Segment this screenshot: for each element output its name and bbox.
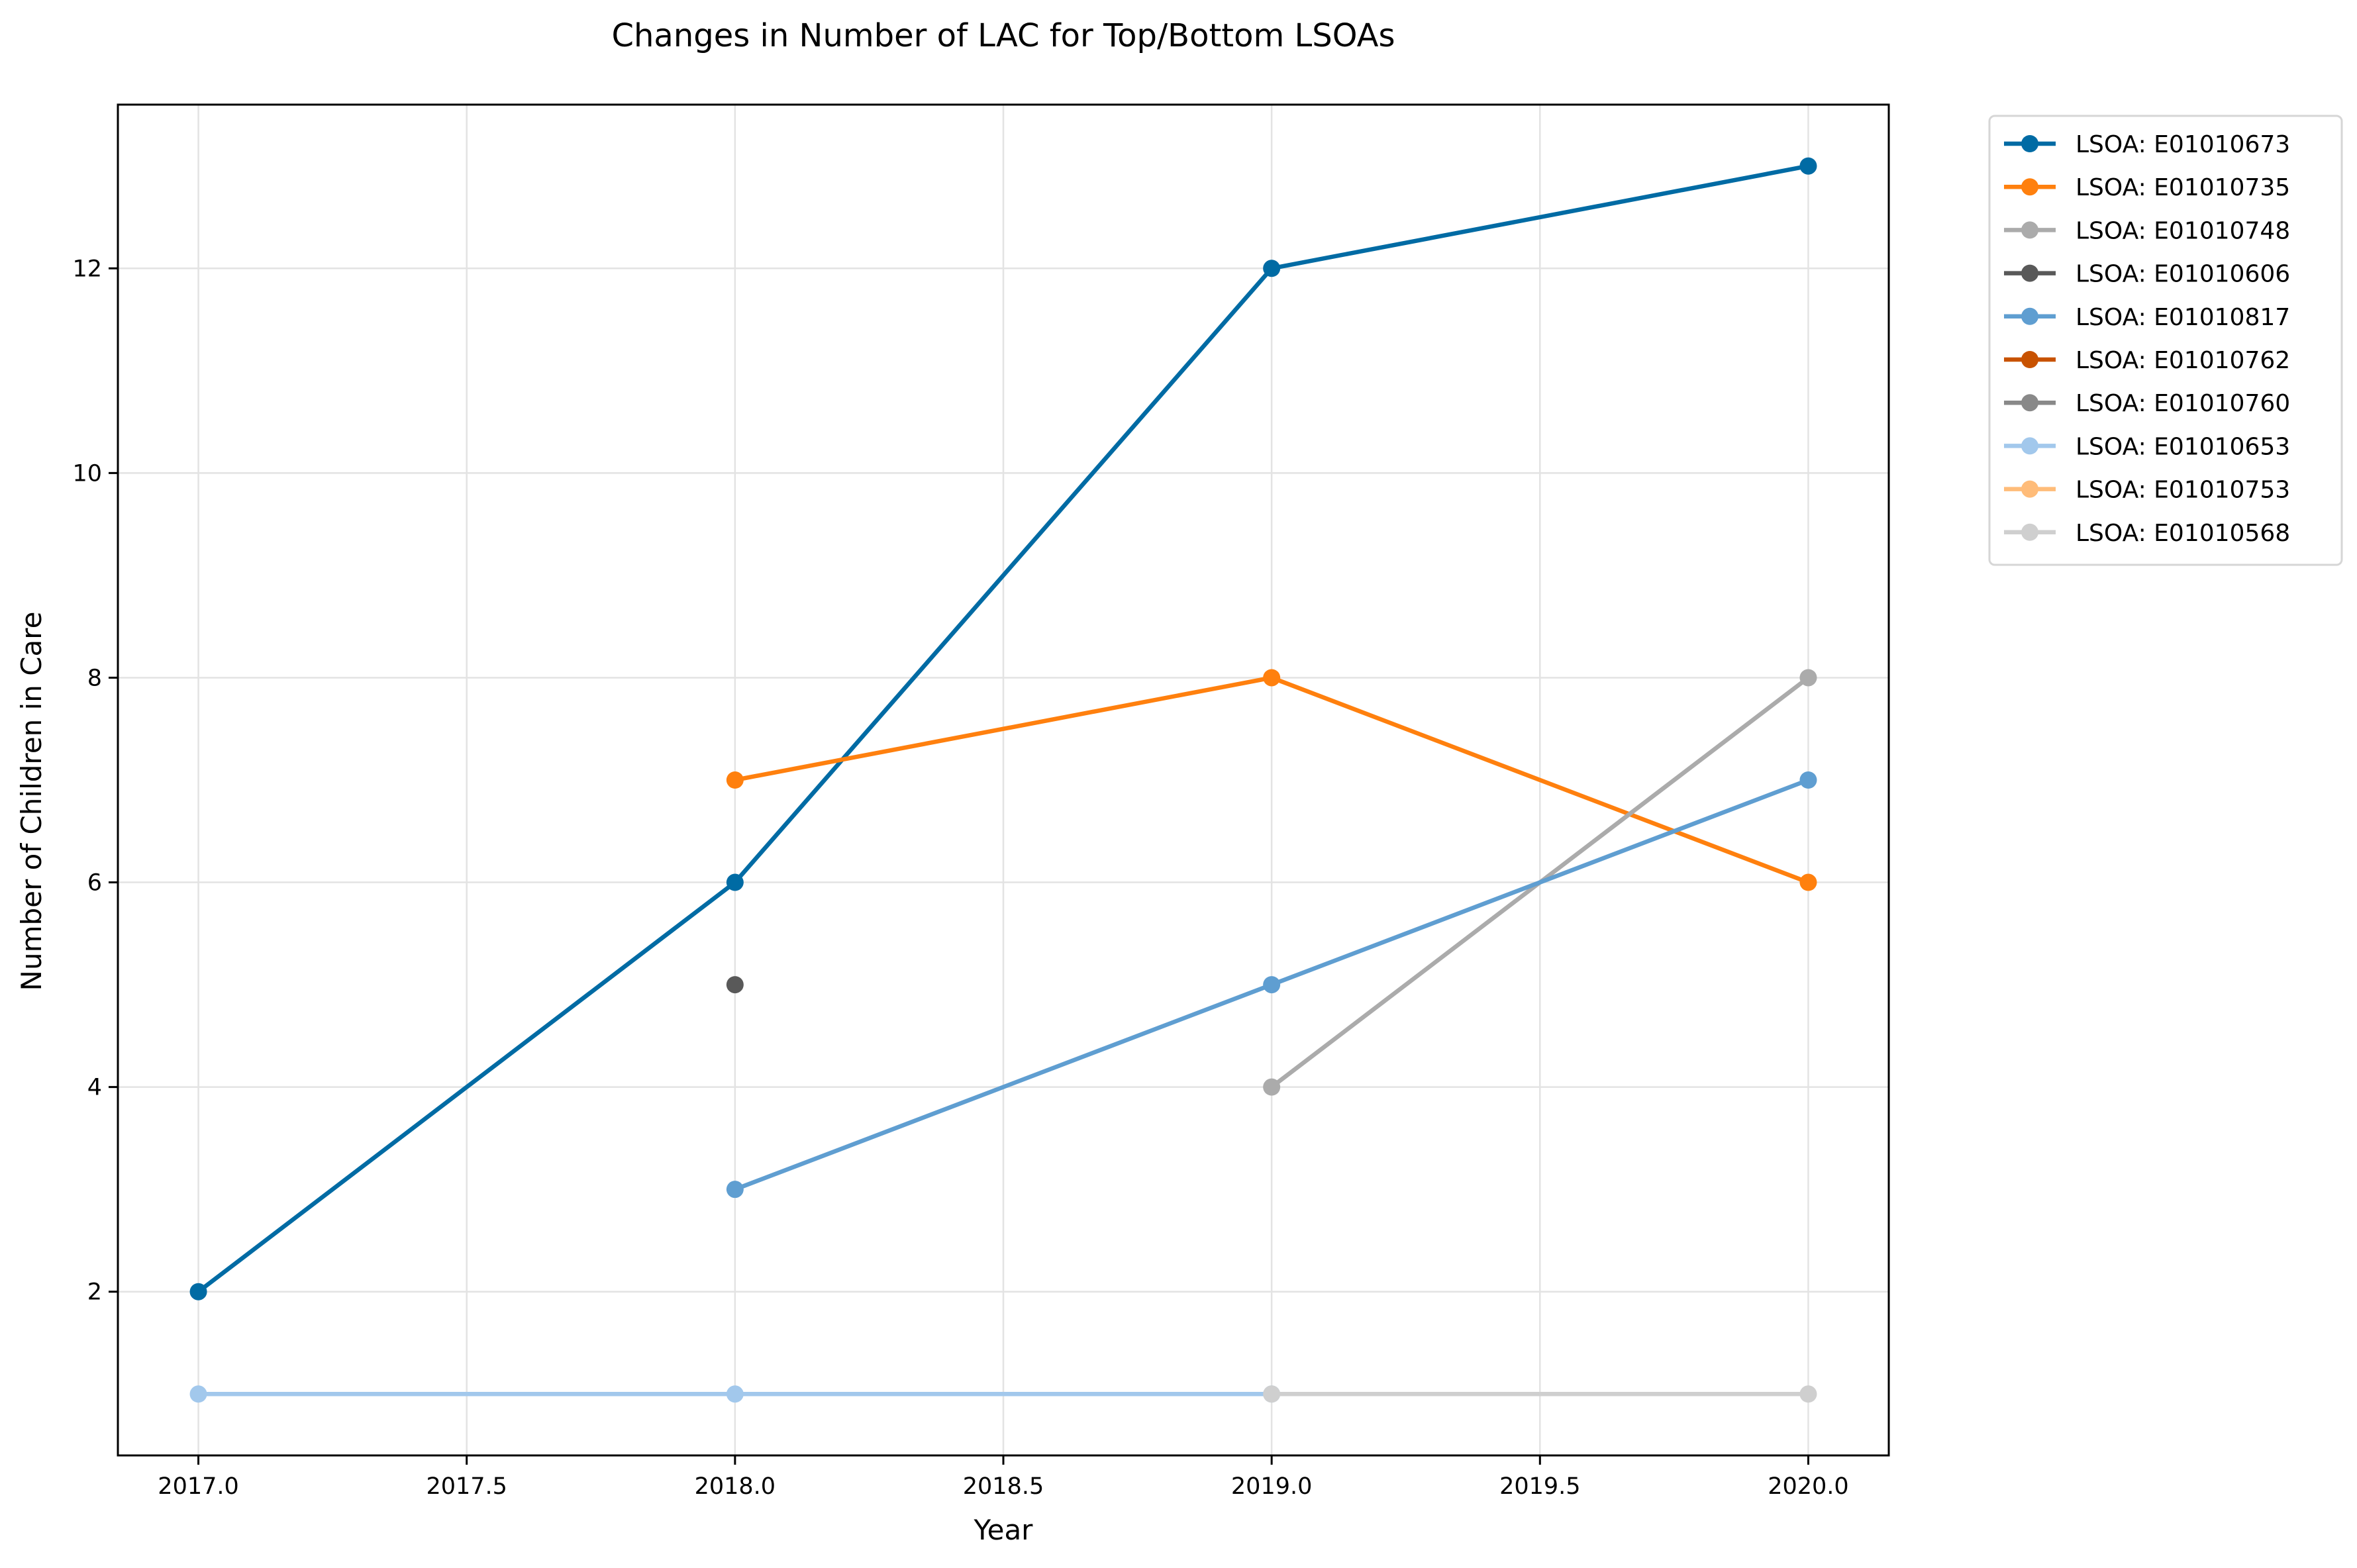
y-tick-label: 12 [72,256,102,282]
data-point [1799,157,1817,175]
x-tick-label: 2020.0 [1768,1473,1848,1500]
data-point [1263,1385,1281,1403]
legend-swatch-marker [2021,394,2038,412]
data-point [1799,873,1817,891]
x-tick-label: 2019.0 [1231,1473,1312,1500]
legend-swatch-marker [2021,178,2038,196]
legend-box [1988,115,2343,566]
data-point [726,771,744,789]
data-point [189,1385,207,1403]
x-tick-label: 2019.5 [1499,1473,1580,1500]
series-group [189,157,1817,1300]
y-tick-label: 2 [87,1279,102,1306]
x-tick-label: 2018.5 [963,1473,1044,1500]
series-group [726,771,1817,1199]
data-point [726,1181,744,1199]
axis-ticks: 2017.0 2017.5 2018.0 2018.5 2019.0 2019.5 2020… [72,256,1848,1500]
legend-label: LSOA: E01010673 [2076,131,2290,158]
data-point [1799,669,1817,687]
legend-swatch-marker [2021,480,2038,498]
data-point [726,873,744,891]
x-axis-label: Year [974,1514,1034,1546]
y-tick-label: 6 [87,870,102,897]
legend-swatch-marker [2021,523,2038,541]
y-tick-label: 8 [87,665,102,691]
legend-label: LSOA: E01010753 [2076,477,2290,504]
series-line [196,164,1811,1294]
legend-label: LSOA: E01010568 [2076,520,2290,547]
series-group [1263,1385,1817,1403]
legend-label: LSOA: E01010606 [2076,261,2290,288]
legend-swatch-marker [2021,437,2038,455]
series-layer [189,157,1817,1403]
chart-title: Changes in Number of LAC for Top/Bottom … [611,17,1395,54]
legend: LSOA: E01010673 LSOA: E01010735 LSOA: E010… [1988,115,2343,566]
data-point [1799,771,1817,789]
legend-label: LSOA: E01010653 [2076,433,2290,460]
series-group [726,976,744,994]
data-point [1263,1078,1281,1096]
legend-swatch-marker [2021,264,2038,282]
data-point [1263,976,1281,994]
legend-label: LSOA: E01010748 [2076,217,2290,244]
legend-swatch-marker [2021,351,2038,368]
data-point [726,976,744,994]
legend-label: LSOA: E01010735 [2076,174,2290,201]
y-axis-label: Number of Children in Care [15,612,48,991]
y-tick-label: 10 [72,460,102,487]
x-tick-label: 2017.0 [158,1473,238,1500]
legend-swatch-marker [2021,221,2038,239]
x-tick-label: 2018.0 [695,1473,776,1500]
data-point [189,1283,207,1300]
legend-label: LSOA: E01010760 [2076,390,2290,417]
legend-label: LSOA: E01010762 [2076,347,2290,374]
data-point [1263,669,1281,687]
legend-swatch-marker [2021,135,2038,152]
data-point [1799,1385,1817,1403]
data-point [1263,260,1281,277]
data-point [726,1385,744,1403]
legend-label: LSOA: E01010817 [2076,304,2290,331]
legend-swatch-marker [2021,307,2038,325]
y-tick-label: 4 [87,1075,102,1101]
x-tick-label: 2017.5 [426,1473,507,1500]
